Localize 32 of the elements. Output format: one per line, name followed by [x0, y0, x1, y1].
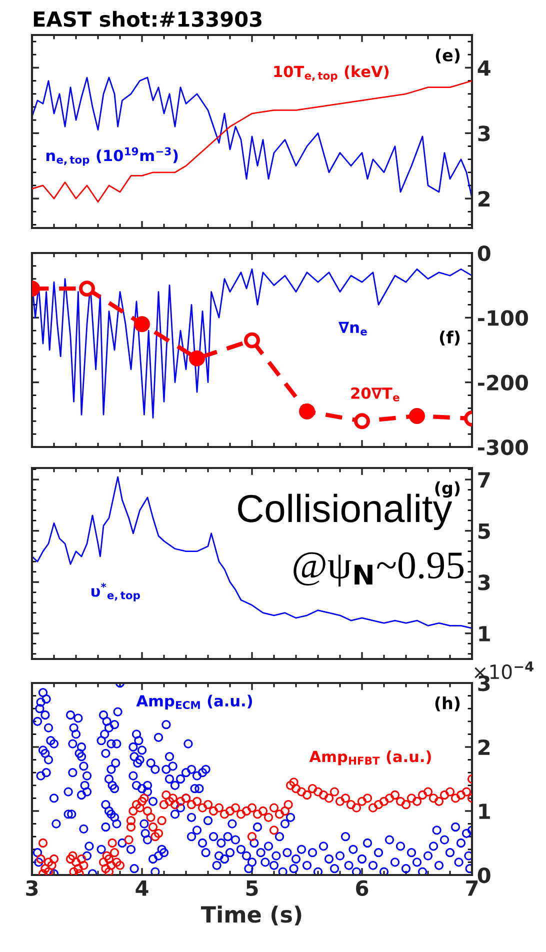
- series-label: 20∇T$_{e}$: [351, 387, 400, 402]
- x-tick-label: 3: [26, 880, 38, 896]
- y-tick-label: 2: [478, 191, 490, 206]
- series-label: n$_{e,top}$ (10$^{19}$m$^{−3}$): [46, 147, 178, 166]
- y-tick-label: 0: [478, 245, 490, 262]
- series-label: υ$^{*}$$_{e,top}$: [92, 582, 140, 602]
- x-tick-label: 4: [136, 880, 148, 896]
- chart-title: EAST shot:#133903: [34, 10, 262, 27]
- series-label: Amp$_{HFBT}$ (a.u.): [309, 750, 431, 766]
- series-label: ∇n$_{e}$: [338, 322, 367, 336]
- annotation: @ψ$_{N}$~0.95: [294, 552, 464, 586]
- y-tick-label: -200: [478, 374, 528, 391]
- annotation: (f): [440, 330, 460, 346]
- x-tick-label: 5: [246, 880, 258, 896]
- y-tick-label: 5: [478, 524, 490, 540]
- y-tick-label: 1: [479, 804, 490, 819]
- y-tick-label: -300: [478, 439, 528, 456]
- y-tick-label: 7: [478, 472, 490, 488]
- y-tick-label: -100: [478, 310, 528, 326]
- annotation: (h): [435, 696, 460, 712]
- y-tick-label: 2: [478, 739, 490, 755]
- x-axis-title: Time (s): [200, 906, 302, 926]
- y-tick-label: 1: [479, 626, 490, 642]
- series-label: Amp$_{ECM}$ (a.u.): [136, 694, 252, 710]
- annotation: (e): [436, 48, 460, 64]
- x-tick-label: 6: [356, 880, 368, 896]
- y-tick-label: 0: [478, 867, 490, 884]
- series-label: 10T$_{e,top}$ (keV): [274, 65, 389, 82]
- y-tick-label: 3: [478, 126, 490, 142]
- x-tick-label: 7: [466, 880, 478, 896]
- y-tick-label: 3: [478, 574, 490, 590]
- y-tick-label: 4: [478, 60, 490, 76]
